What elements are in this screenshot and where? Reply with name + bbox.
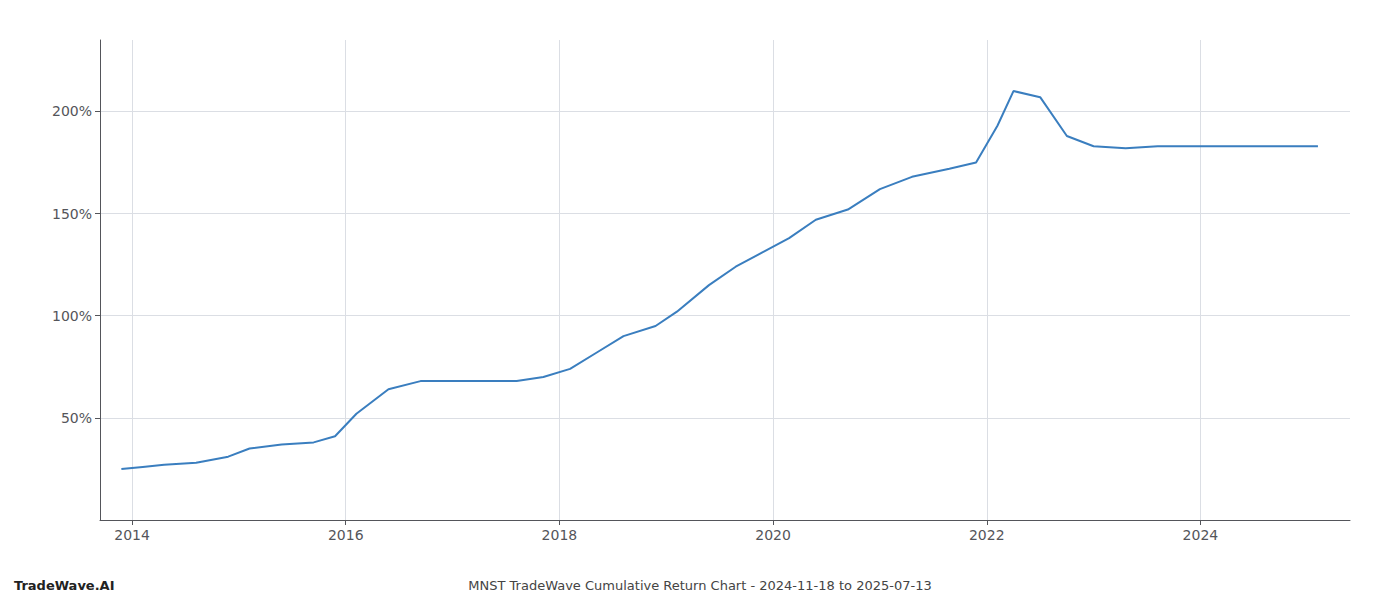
svg-text:200%: 200% bbox=[52, 103, 92, 119]
svg-text:MNST TradeWave Cumulative Retu: MNST TradeWave Cumulative Return Chart -… bbox=[468, 578, 931, 593]
svg-text:2016: 2016 bbox=[328, 527, 364, 543]
svg-text:2014: 2014 bbox=[114, 527, 150, 543]
svg-text:50%: 50% bbox=[61, 410, 92, 426]
svg-text:150%: 150% bbox=[52, 206, 92, 222]
svg-text:2018: 2018 bbox=[542, 527, 578, 543]
svg-text:TradeWave.AI: TradeWave.AI bbox=[14, 578, 115, 593]
svg-text:100%: 100% bbox=[52, 308, 92, 324]
svg-text:2022: 2022 bbox=[969, 527, 1005, 543]
svg-text:2024: 2024 bbox=[1183, 527, 1219, 543]
svg-text:2020: 2020 bbox=[755, 527, 791, 543]
